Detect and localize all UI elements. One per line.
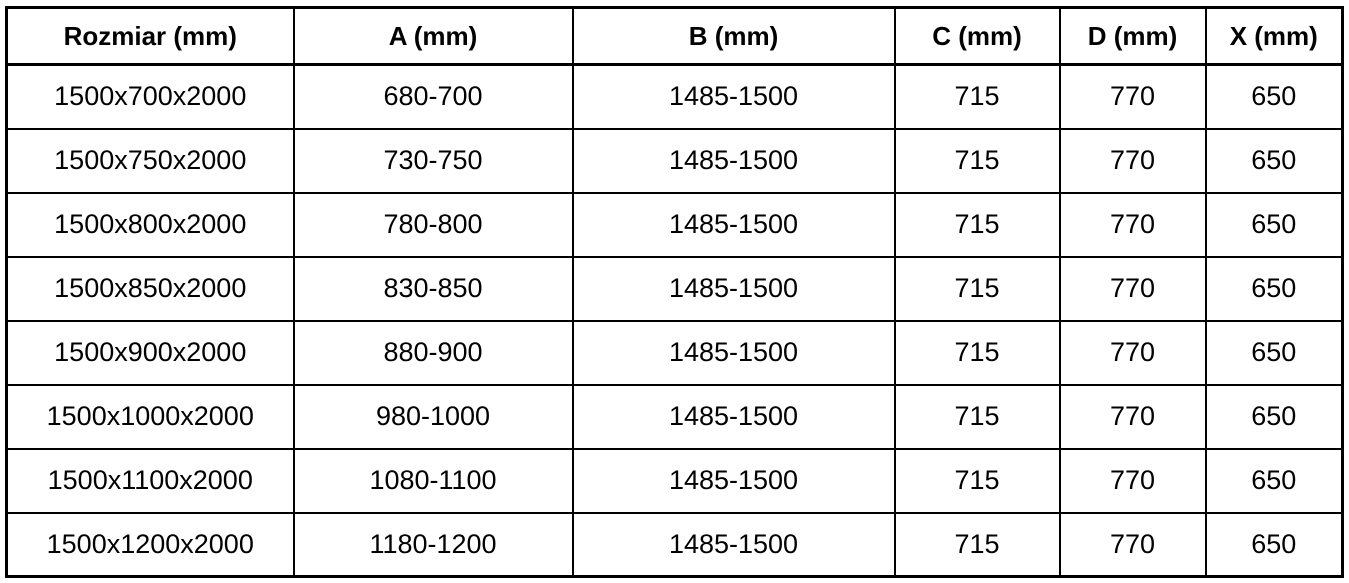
table-row: 1500x1000x2000 980-1000 1485-1500 715 770 650 <box>5 383 1344 450</box>
column-header-d: D (mm) <box>1058 6 1207 66</box>
size-table: Rozmiar (mm) A (mm) B (mm) C (mm) D (mm)… <box>5 6 1344 578</box>
table-cell: 770 <box>1058 127 1207 194</box>
column-header-x: X (mm) <box>1204 6 1344 66</box>
table-row: 1500x750x2000 730-750 1485-1500 715 770 650 <box>5 127 1344 194</box>
table-cell: 715 <box>893 511 1061 578</box>
table-cell: 650 <box>1204 127 1344 194</box>
table-cell: 715 <box>893 319 1061 386</box>
table-cell: 770 <box>1058 383 1207 450</box>
table-cell: 770 <box>1058 63 1207 130</box>
table-cell: 730-750 <box>292 127 574 194</box>
table-cell: 650 <box>1204 383 1344 450</box>
table-row: 1500x1200x2000 1180-1200 1485-1500 715 770 65… <box>5 511 1344 578</box>
table-cell: 880-900 <box>292 319 574 386</box>
table-cell: 1485-1500 <box>571 383 896 450</box>
table-row: 1500x700x2000 680-700 1485-1500 715 770 650 <box>5 63 1344 130</box>
table-row: 1500x900x2000 880-900 1485-1500 715 770 650 <box>5 319 1344 386</box>
table-cell: 1485-1500 <box>571 127 896 194</box>
table-row: 1500x850x2000 830-850 1485-1500 715 770 650 <box>5 255 1344 322</box>
table-cell: 650 <box>1204 319 1344 386</box>
table-cell: 650 <box>1204 63 1344 130</box>
table-cell: 715 <box>893 447 1061 514</box>
table-cell: 980-1000 <box>292 383 574 450</box>
table-cell: 1500x800x2000 <box>5 191 295 258</box>
table-cell: 770 <box>1058 511 1207 578</box>
table-cell: 1080-1100 <box>292 447 574 514</box>
table-cell: 680-700 <box>292 63 574 130</box>
column-header-a: A (mm) <box>292 6 574 66</box>
table-body: 1500x700x2000 680-700 1485-1500 715 770 650 15… <box>5 63 1344 578</box>
table-cell: 715 <box>893 383 1061 450</box>
table-cell: 1500x850x2000 <box>5 255 295 322</box>
table-cell: 650 <box>1204 191 1344 258</box>
table-cell: 1500x700x2000 <box>5 63 295 130</box>
table-cell: 715 <box>893 255 1061 322</box>
table-cell: 1485-1500 <box>571 447 896 514</box>
table-cell: 650 <box>1204 511 1344 578</box>
table-cell: 830-850 <box>292 255 574 322</box>
table-cell: 770 <box>1058 255 1207 322</box>
table-cell: 1500x1200x2000 <box>5 511 295 578</box>
table-row: 1500x1100x2000 1080-1100 1485-1500 715 770 65… <box>5 447 1344 514</box>
table-row: 1500x800x2000 780-800 1485-1500 715 770 650 <box>5 191 1344 258</box>
table-cell: 715 <box>893 191 1061 258</box>
table-cell: 1500x750x2000 <box>5 127 295 194</box>
table-cell: 650 <box>1204 255 1344 322</box>
table-cell: 715 <box>893 63 1061 130</box>
column-header-b: B (mm) <box>571 6 896 66</box>
table-cell: 770 <box>1058 319 1207 386</box>
table-cell: 1180-1200 <box>292 511 574 578</box>
table-cell: 1485-1500 <box>571 63 896 130</box>
table-cell: 650 <box>1204 447 1344 514</box>
table-cell: 715 <box>893 127 1061 194</box>
table-cell: 1500x1000x2000 <box>5 383 295 450</box>
table-cell: 1485-1500 <box>571 319 896 386</box>
table-cell: 1500x1100x2000 <box>5 447 295 514</box>
table-cell: 1500x900x2000 <box>5 319 295 386</box>
table-cell: 770 <box>1058 447 1207 514</box>
table-cell: 770 <box>1058 191 1207 258</box>
header-row: Rozmiar (mm) A (mm) B (mm) C (mm) D (mm)… <box>5 6 1344 66</box>
table-cell: 1485-1500 <box>571 255 896 322</box>
column-header-rozmiar: Rozmiar (mm) <box>5 6 295 66</box>
table-cell: 780-800 <box>292 191 574 258</box>
table-cell: 1485-1500 <box>571 191 896 258</box>
table-cell: 1485-1500 <box>571 511 896 578</box>
column-header-c: C (mm) <box>893 6 1061 66</box>
